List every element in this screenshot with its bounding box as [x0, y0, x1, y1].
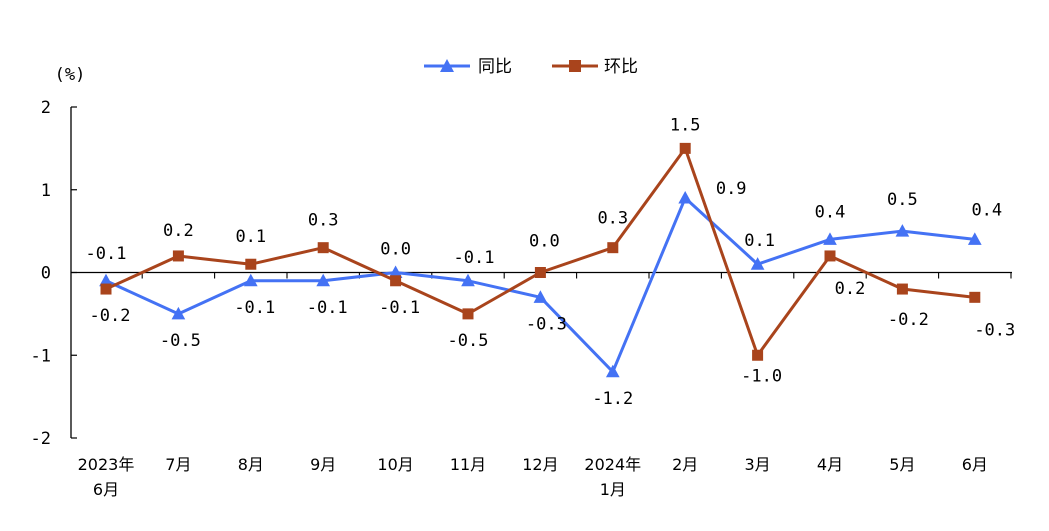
data-point-triangle [316, 273, 331, 287]
x-tick-label: 2023年 [78, 455, 135, 474]
data-point-square [679, 142, 691, 154]
data-label: -0.3 [974, 320, 1015, 340]
data-label: -0.1 [86, 244, 127, 264]
data-label: -0.2 [888, 310, 929, 330]
data-point-square [534, 267, 546, 278]
data-point-square [969, 291, 981, 303]
y-tick-label: 2 [41, 98, 51, 118]
data-point-square [100, 283, 112, 295]
legend-item: 环比 [552, 57, 638, 77]
data-point-square [824, 250, 836, 262]
data-label: 0.3 [308, 211, 339, 231]
x-tick-label: 10月 [377, 455, 413, 474]
y-axis-label: (%) [55, 65, 86, 85]
data-label: 0.0 [380, 240, 411, 260]
data-point-triangle [605, 364, 620, 378]
data-point-triangle [967, 232, 982, 245]
data-label: -0.2 [90, 306, 131, 326]
data-label: 1.5 [670, 115, 701, 135]
x-tick-label: 9月 [310, 455, 336, 474]
data-point-square [607, 242, 619, 254]
data-point-triangle [895, 224, 910, 237]
data-label: -1.2 [592, 389, 633, 409]
series-yoy [99, 190, 982, 378]
data-label: -0.1 [379, 298, 420, 318]
data-point-square [317, 242, 329, 254]
data-label: -0.5 [160, 331, 201, 351]
data-point-triangle [461, 273, 475, 287]
x-tick-label: 1月 [600, 480, 626, 499]
data-label: -0.1 [454, 248, 495, 268]
data-label: -0.3 [526, 314, 567, 334]
data-point-square [390, 275, 402, 287]
data-label: 0.0 [529, 232, 560, 252]
data-point-triangle [243, 273, 258, 287]
data-labels: -0.1 -0.5 -0.1 -0.1 0.0 -0.1 -0.3 -1.2 0.9 0.1 0.4… [86, 115, 1016, 408]
data-label: 0.3 [597, 209, 628, 229]
x-tick-label: 2024年 [584, 455, 641, 474]
x-tick-label: 2月 [672, 455, 698, 474]
y-tick-label: 1 [41, 181, 51, 201]
data-label: -0.1 [234, 298, 275, 318]
series-mom [100, 142, 981, 361]
axes: 2 1 0 -1 -2 (%) 2023年 6月 7月 8月 9月 10月 11月 12月 2024年 1月 2… [31, 65, 1012, 499]
data-point-triangle [533, 290, 548, 303]
data-point-square [752, 349, 764, 361]
data-label: 0.4 [815, 202, 846, 222]
data-label: -1.0 [741, 366, 782, 386]
legend-marker-triangle [440, 59, 454, 72]
data-label: 0.2 [163, 221, 194, 241]
y-tick-label: 0 [41, 264, 51, 284]
legend-label: 环比 [604, 57, 638, 77]
data-point-square [462, 308, 474, 320]
data-label: -0.5 [448, 331, 489, 351]
data-label: 0.1 [235, 227, 266, 247]
x-tick-label: 7月 [165, 455, 191, 474]
y-tick-label: -1 [31, 346, 51, 366]
x-tick-label: 4月 [817, 455, 843, 474]
x-tick-label: 5月 [889, 455, 915, 474]
data-point-triangle [750, 257, 765, 270]
data-label: 0.5 [887, 190, 918, 210]
legend-marker-square [569, 60, 581, 72]
x-tick-label: 11月 [450, 455, 486, 474]
data-label: -0.1 [307, 298, 348, 318]
x-tick-label: 8月 [238, 455, 264, 474]
data-label: 0.9 [716, 179, 747, 199]
data-point-triangle [678, 190, 693, 204]
y-tick-label: -2 [31, 429, 51, 449]
x-tick-label: 3月 [745, 455, 771, 474]
x-tick-label: 6月 [93, 480, 119, 499]
data-point-square [896, 283, 908, 295]
legend: 同比 环比 [424, 57, 638, 77]
data-label: 0.4 [971, 200, 1002, 220]
data-point-triangle [823, 232, 837, 245]
series-layer [99, 142, 982, 378]
legend-item: 同比 [424, 57, 512, 77]
x-tick-label: 12月 [522, 455, 558, 474]
legend-label: 同比 [478, 57, 512, 77]
data-point-triangle [171, 306, 186, 320]
data-label: 0.1 [744, 231, 775, 251]
data-label: 0.2 [835, 279, 866, 299]
data-point-square [245, 258, 257, 270]
x-tick-label: 6月 [962, 455, 988, 474]
data-point-square [172, 250, 184, 262]
